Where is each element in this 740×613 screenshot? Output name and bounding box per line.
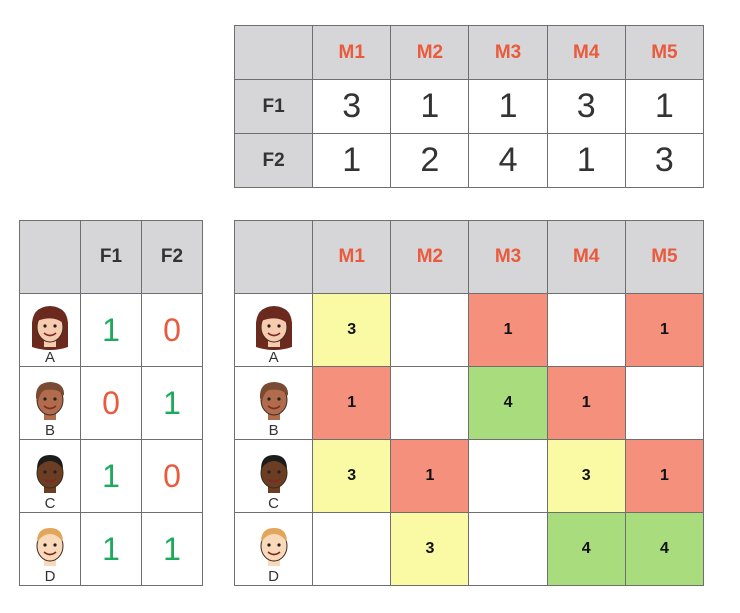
movie-feature-value: 3 xyxy=(546,79,626,134)
rating-cell: 3 xyxy=(390,512,470,586)
user-avatar-cell: A xyxy=(19,293,81,367)
rating-cell: 1 xyxy=(546,366,626,440)
movie-header-m4: M4 xyxy=(546,25,626,80)
movie-header-m1: M1 xyxy=(312,25,392,80)
rating-cell: 1 xyxy=(624,439,705,513)
rating-cell xyxy=(312,512,392,586)
movie-feature-value: 1 xyxy=(546,133,626,188)
preference-value: 1 xyxy=(80,293,142,367)
user-label: B xyxy=(44,422,55,439)
rating-cell xyxy=(468,512,548,586)
user-avatar-cell: C xyxy=(19,439,81,513)
user-d-avatar-icon xyxy=(36,528,64,566)
corner-cell xyxy=(233,25,314,80)
user-label: A xyxy=(268,349,279,366)
user-avatar-cell: D xyxy=(19,512,81,586)
movie-feature-value: 1 xyxy=(624,79,705,134)
rating-cell: 1 xyxy=(312,366,392,440)
rating-cell: 4 xyxy=(468,366,548,440)
rating-cell: 3 xyxy=(312,293,392,367)
movie-feature-value: 2 xyxy=(390,133,470,188)
movie-header-m3: M3 xyxy=(468,25,548,80)
movie-feature-value: 1 xyxy=(390,79,470,134)
user-label: D xyxy=(268,568,279,585)
feature-row-header-f1: F1 xyxy=(233,79,314,134)
feature-header-f1: F1 xyxy=(80,220,142,294)
rating-cell: 3 xyxy=(546,439,626,513)
movie-header-m2: M2 xyxy=(390,220,470,294)
user-label: C xyxy=(268,495,279,512)
rating-cell xyxy=(390,293,470,367)
preference-value: 1 xyxy=(80,512,142,586)
rating-cell: 1 xyxy=(468,293,548,367)
user-d-avatar-icon xyxy=(260,528,288,566)
preference-value: 0 xyxy=(141,293,203,367)
user-rating-row: A 3 1 1 xyxy=(233,293,705,367)
rating-cell: 1 xyxy=(624,293,705,367)
rating-cell: 4 xyxy=(624,512,705,586)
user-avatar-cell: A xyxy=(233,293,314,367)
preference-value: 1 xyxy=(141,366,203,440)
preference-value: 1 xyxy=(80,439,142,513)
rating-cell: 3 xyxy=(312,439,392,513)
feature-header-f2: F2 xyxy=(141,220,203,294)
rating-cell xyxy=(546,293,626,367)
movie-feature-value: 4 xyxy=(468,133,548,188)
preference-value: 1 xyxy=(141,512,203,586)
user-c-avatar-icon xyxy=(36,455,64,493)
user-c-avatar-icon xyxy=(260,455,288,493)
preference-value: 0 xyxy=(80,366,142,440)
user-label: C xyxy=(44,495,56,512)
rating-cell xyxy=(624,366,705,440)
feature-row-header-f2: F2 xyxy=(233,133,314,188)
user-avatar-cell: D xyxy=(233,512,314,586)
preference-value: 0 xyxy=(141,439,203,513)
user-b-avatar-icon xyxy=(35,382,65,420)
movie-header-m5: M5 xyxy=(624,220,705,294)
user-b-avatar-icon xyxy=(259,382,288,420)
user-a-avatar-icon xyxy=(31,306,69,350)
movie-feature-value: 1 xyxy=(312,133,392,188)
movie-feature-value: 3 xyxy=(624,133,705,188)
corner-cell xyxy=(233,220,314,294)
movie-header-m4: M4 xyxy=(546,220,626,294)
rating-cell xyxy=(390,366,470,440)
user-avatar-cell: B xyxy=(233,366,314,440)
rating-cell: 1 xyxy=(390,439,470,513)
user-avatar-cell: C xyxy=(233,439,314,513)
user-label: D xyxy=(44,568,56,585)
user-avatar-cell: B xyxy=(19,366,81,440)
movie-header-m3: M3 xyxy=(468,220,548,294)
rating-cell xyxy=(468,439,548,513)
movie-header-m1: M1 xyxy=(312,220,392,294)
movie-feature-value: 1 xyxy=(468,79,548,134)
corner-cell xyxy=(19,220,81,294)
user-label: A xyxy=(44,349,55,366)
user-label: B xyxy=(268,422,279,439)
movie-header-m5: M5 xyxy=(624,25,705,80)
movie-header-m2: M2 xyxy=(390,25,470,80)
user-a-avatar-icon xyxy=(255,306,292,350)
rating-cell: 4 xyxy=(546,512,626,586)
movie-feature-table: M1 M2 M3 M4 M5 F1 3 1 1 3 1 F2 1 2 4 1 3 xyxy=(233,25,705,188)
movie-feature-value: 3 xyxy=(312,79,392,134)
